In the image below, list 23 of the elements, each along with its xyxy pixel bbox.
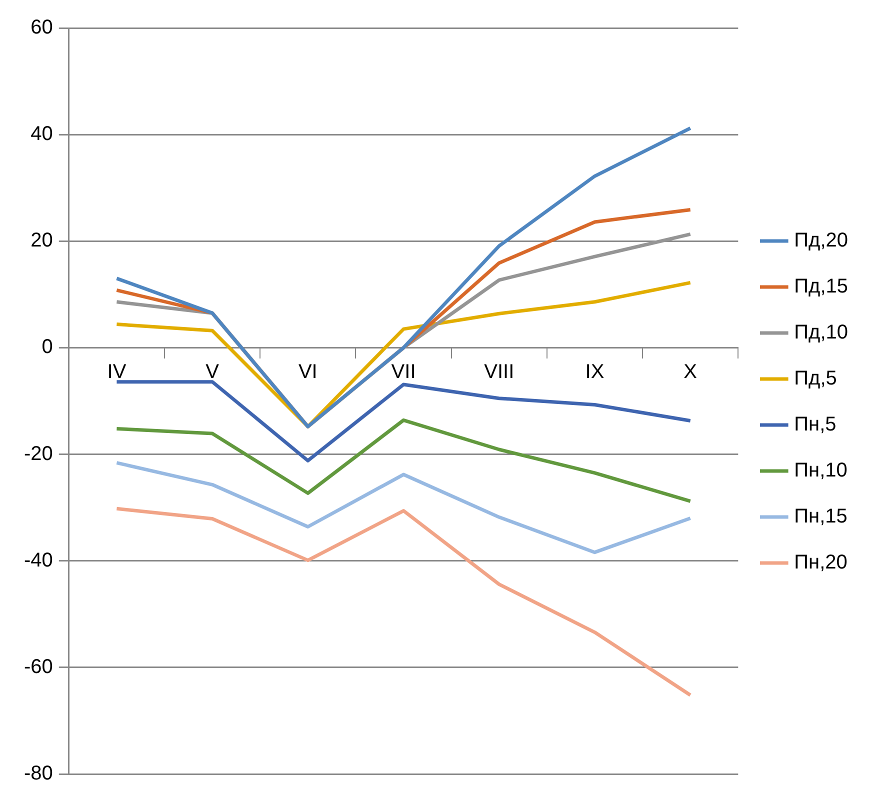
y-tick-label: -60 (24, 656, 53, 678)
y-tick-label: -40 (24, 549, 53, 572)
legend-label: Пн,15 (794, 506, 848, 528)
y-tick-label: 20 (30, 230, 53, 252)
legend-label: Пн,10 (794, 460, 848, 482)
x-tick-label: VIII (484, 361, 514, 384)
legend-label: Пн,5 (794, 414, 836, 436)
x-tick-label: IX (585, 361, 604, 384)
y-tick-label: 0 (42, 336, 53, 358)
x-tick-label: IV (107, 361, 127, 384)
legend-label: Пд,5 (794, 368, 837, 390)
x-tick-label: V (206, 361, 220, 384)
legend-label: Пд,15 (794, 276, 848, 298)
y-tick-label: -20 (24, 442, 53, 465)
y-tick-label: -80 (24, 762, 53, 785)
legend-label: Пн,20 (794, 552, 848, 574)
y-tick-label: 60 (30, 16, 53, 39)
x-tick-label: X (684, 361, 698, 384)
y-tick-label: 40 (30, 123, 53, 146)
legend-label: Пд,10 (794, 322, 848, 344)
x-tick-label: VI (298, 361, 318, 384)
x-tick-label: VII (391, 361, 416, 384)
legend-label: Пд,20 (794, 230, 848, 252)
